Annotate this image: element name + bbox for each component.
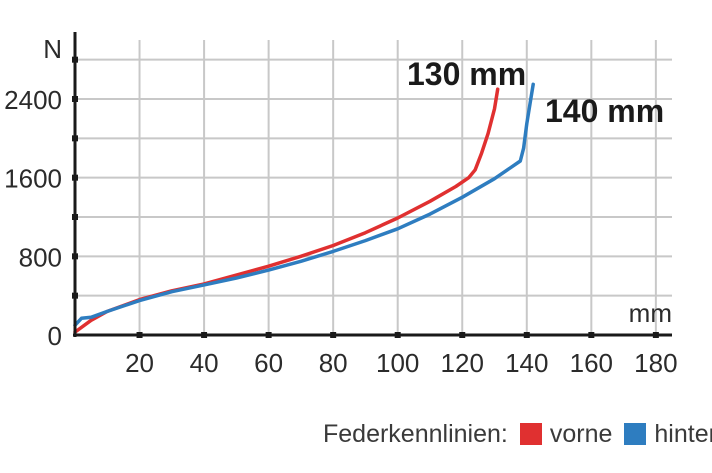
x-tick-label-60: 60 [254,348,283,378]
x-tick-label-20: 20 [125,348,154,378]
y-tick-mark-1600 [72,174,78,181]
x-tick-mark-80 [330,332,337,338]
x-tick-label-140: 140 [505,348,548,378]
legend-item-vorne: vorne [519,419,613,449]
series-layer [73,82,535,334]
labels-layer: 20 40 60 80 100 120 140 160 180 0 800 1600 2400 Nmm 13… [4,34,677,378]
x-tick-mark-140 [523,332,530,338]
series-line-hinten [73,82,535,327]
legend-title: Federkennlinien: [323,419,508,448]
legend-label-hinten: hinten [654,419,712,448]
x-tick-mark-20 [136,332,143,338]
y-tick-mark-1200 [72,214,78,220]
x-tick-label-40: 40 [190,348,219,378]
annotation-vorne: 130 mm [407,56,526,92]
x-tick-label-100: 100 [376,348,419,378]
y-tick-label-2400: 2400 [4,85,62,115]
x-axis-label: mm [629,298,672,328]
y-tick-mark-400 [72,292,78,299]
y-axis-label: N [43,34,62,64]
y-tick-label-0: 0 [48,321,62,351]
y-tick-label-800: 800 [19,242,62,272]
grid-lines [75,40,672,335]
y-tick-mark-2800 [72,56,78,63]
x-tick-label-80: 80 [319,348,348,378]
x-tick-mark-40 [201,332,208,338]
annotation-hinten: 140 mm [545,93,664,129]
x-tick-label-160: 160 [570,348,613,378]
legend: Federkennlinien: vorne hinten [323,419,712,449]
x-tick-label-180: 180 [634,348,677,378]
axes-layer [72,32,672,338]
legend-swatch-vorne [519,423,542,445]
x-tick-mark-120 [459,332,466,338]
y-tick-mark-2400 [72,96,78,102]
y-tick-mark-2000 [72,135,78,142]
legend-swatch-hinten [624,423,647,445]
x-tick-mark-100 [394,332,401,338]
x-tick-mark-180 [652,332,659,338]
legend-item-hinten: hinten [624,420,712,449]
x-tick-mark-160 [588,332,595,338]
y-tick-mark-800 [72,253,78,260]
x-tick-mark-60 [265,332,272,338]
y-tick-label-1600: 1600 [4,164,62,194]
legend-label-vorne: vorne [549,419,613,448]
x-tick-label-120: 120 [441,348,484,378]
